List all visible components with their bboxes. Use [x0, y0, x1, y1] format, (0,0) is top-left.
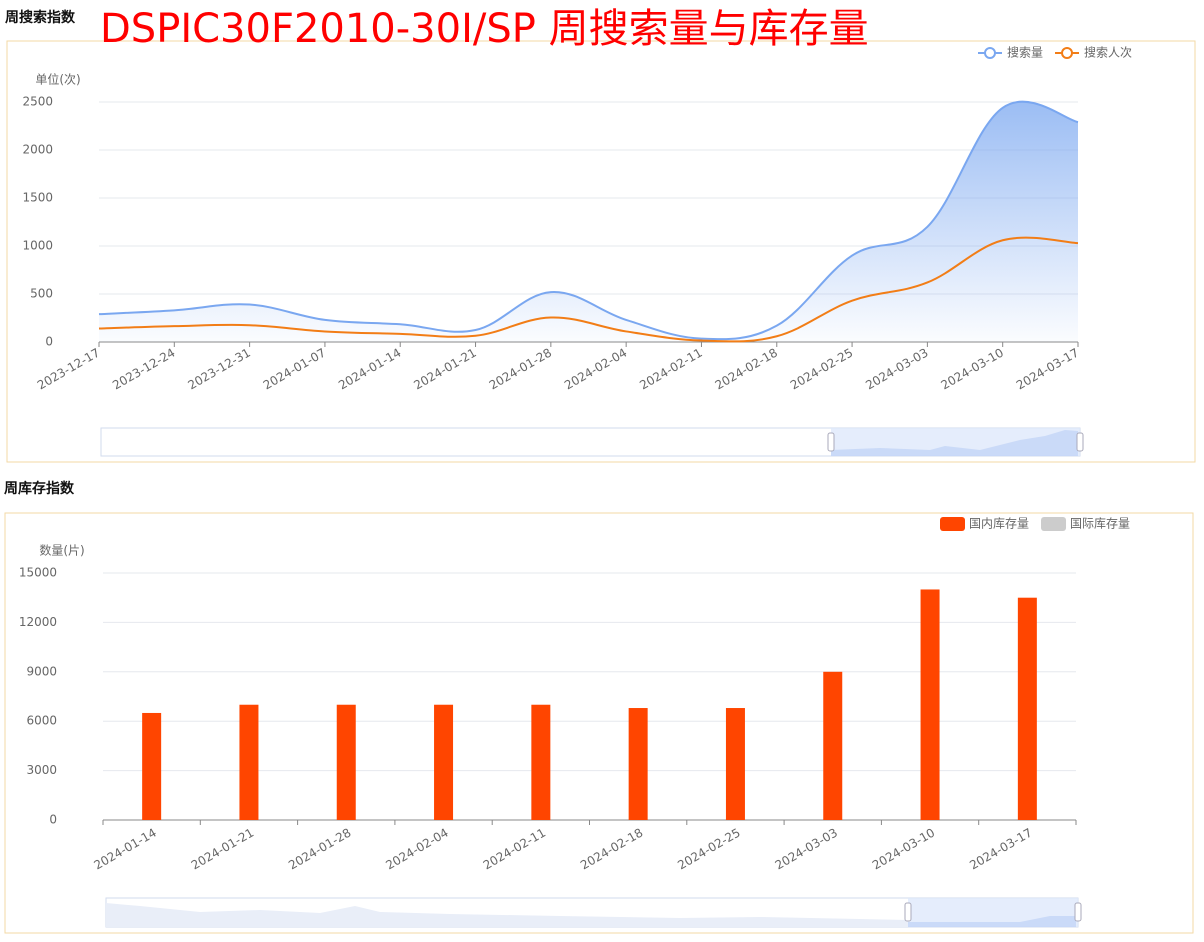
x-tick-label: 2024-02-04: [562, 346, 629, 393]
y-tick-label: 12000: [19, 615, 57, 629]
chart-frame: [4, 512, 1194, 934]
x-tick-label: 2024-01-07: [261, 346, 328, 393]
y-tick-label: 1000: [22, 239, 53, 253]
x-tick-label: 2024-01-14: [336, 346, 403, 393]
x-tick-label: 2024-03-17: [1014, 346, 1081, 393]
x-tick-label: 2024-02-04: [383, 826, 450, 873]
bar: [434, 704, 454, 820]
x-tick-label: 2024-03-17: [967, 826, 1034, 873]
x-tick-label: 2023-12-17: [35, 346, 102, 393]
bar: [920, 589, 940, 820]
legend-marker: [984, 47, 996, 59]
slider-preview: [908, 916, 1076, 927]
bar: [239, 704, 259, 820]
section-title: 周搜索指数: [5, 9, 76, 26]
x-tick-label: 2024-01-14: [91, 826, 158, 873]
line: [98, 236, 1079, 343]
bar: [628, 708, 648, 820]
x-tick-label: 2024-02-18: [713, 346, 780, 393]
x-tick-label: 2023-12-31: [185, 346, 252, 393]
zoom-slider[interactable]: [100, 427, 1084, 457]
y-tick-label: 2500: [22, 95, 53, 109]
section-title: 周库存指数: [4, 480, 75, 497]
slider-preview: [831, 430, 1078, 456]
y-axis-label: 单位(次): [35, 72, 80, 87]
legend-marker: [940, 517, 965, 531]
x-tick-label: 2024-02-18: [578, 826, 645, 873]
x-tick-label: 2024-03-03: [863, 346, 930, 393]
legend-label[interactable]: 国际库存量: [1070, 516, 1130, 531]
slider-handle[interactable]: [904, 902, 912, 922]
y-tick-label: 15000: [19, 566, 57, 580]
x-tick-label: 2024-02-25: [788, 346, 855, 393]
x-tick-label: 2024-03-10: [870, 826, 937, 873]
x-tick-label: 2024-01-28: [487, 346, 554, 393]
bar: [1017, 597, 1037, 820]
slider-handle[interactable]: [1076, 432, 1084, 452]
legend-label[interactable]: 搜索人次: [1084, 45, 1132, 60]
y-axis-label: 数量(片): [39, 543, 84, 558]
legend-label[interactable]: 搜索量: [1007, 45, 1043, 60]
bar: [531, 704, 551, 820]
page-title: DSPIC30F2010-30I/SP 周搜索量与库存量: [100, 6, 869, 52]
x-tick-label: 2024-03-03: [773, 826, 840, 873]
slider-handle[interactable]: [827, 432, 835, 452]
legend-marker: [1041, 517, 1067, 531]
x-tick-label: 2024-02-11: [637, 346, 704, 393]
bar: [725, 708, 745, 820]
area: [99, 101, 1078, 342]
y-tick-label: 9000: [26, 664, 57, 678]
zoom-slider[interactable]: [105, 897, 1082, 928]
x-tick-label: 2024-01-21: [411, 346, 478, 393]
x-tick-label: 2024-01-21: [189, 826, 256, 873]
slider-handle[interactable]: [1074, 902, 1082, 922]
y-tick-label: 3000: [26, 763, 57, 777]
legend-marker: [1061, 47, 1074, 59]
y-tick-label: 1500: [22, 191, 53, 205]
bar: [823, 671, 843, 820]
x-tick-label: 2024-02-11: [481, 826, 548, 873]
line: [98, 100, 1079, 341]
y-tick-label: 6000: [26, 714, 57, 728]
chart-frame: [6, 40, 1196, 463]
slider-preview: [106, 903, 908, 927]
legend-label[interactable]: 国内库存量: [969, 516, 1029, 531]
x-tick-label: 2024-01-28: [286, 826, 353, 873]
x-tick-label: 2024-02-25: [675, 826, 742, 873]
y-tick-label: 500: [30, 287, 53, 301]
y-tick-label: 2000: [22, 143, 53, 157]
bar: [336, 704, 356, 820]
x-tick-label: 2023-12-24: [110, 346, 177, 393]
x-tick-label: 2024-03-10: [939, 346, 1006, 393]
bar: [142, 712, 162, 820]
y-tick-label: 0: [45, 335, 53, 349]
y-tick-label: 0: [49, 813, 57, 827]
